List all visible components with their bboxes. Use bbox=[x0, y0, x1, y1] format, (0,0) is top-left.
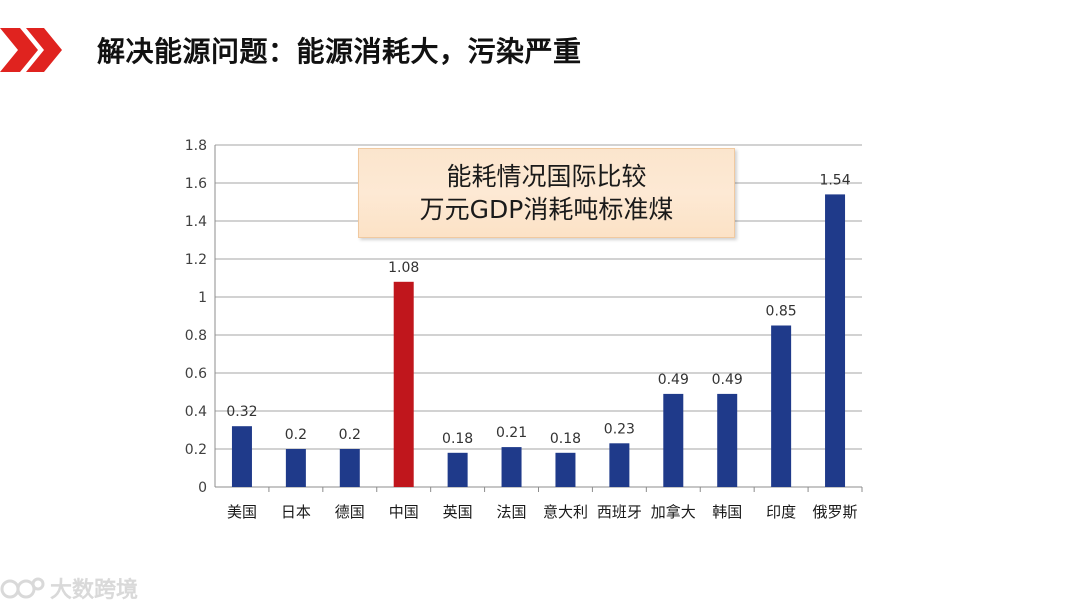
chart-title-line-1: 能耗情况国际比较 bbox=[446, 162, 647, 191]
x-tick-label: 中国 bbox=[389, 503, 419, 521]
data-label: 0.32 bbox=[226, 404, 257, 420]
bar bbox=[285, 449, 306, 487]
x-tick-label: 英国 bbox=[443, 503, 473, 521]
page-title: 解决能源问题：能源消耗大，污染严重 bbox=[97, 35, 582, 68]
x-tick-label: 俄罗斯 bbox=[813, 503, 858, 521]
x-tick-label: 印度 bbox=[766, 503, 796, 521]
data-label: 0.85 bbox=[766, 304, 797, 320]
data-label: 1.08 bbox=[388, 260, 419, 276]
data-label: 0.21 bbox=[496, 425, 527, 441]
chart-title-box: 能耗情况国际比较 万元GDP消耗吨标准煤 bbox=[358, 148, 735, 238]
y-tick-label: 0 bbox=[198, 480, 207, 496]
x-tick-label: 德国 bbox=[335, 503, 365, 521]
header-chevron-icon bbox=[0, 28, 62, 72]
bar bbox=[825, 194, 846, 487]
x-tick-label: 西班牙 bbox=[597, 503, 642, 521]
y-tick-label: 1.2 bbox=[185, 252, 207, 268]
x-tick-label: 意大利 bbox=[543, 503, 588, 521]
x-tick-label: 日本 bbox=[281, 503, 311, 521]
watermark: 大数跨境 bbox=[0, 572, 138, 604]
data-label: 0.49 bbox=[658, 372, 689, 388]
y-tick-label: 1.8 bbox=[185, 138, 207, 154]
bar bbox=[231, 426, 252, 487]
data-label: 1.54 bbox=[819, 172, 850, 188]
y-tick-label: 0.2 bbox=[185, 442, 207, 458]
bar bbox=[555, 452, 576, 487]
data-label: 0.2 bbox=[285, 427, 307, 443]
data-label: 0.23 bbox=[604, 421, 635, 437]
x-tick-label: 美国 bbox=[227, 503, 257, 521]
y-tick-label: 0.6 bbox=[185, 366, 207, 382]
bar bbox=[447, 452, 468, 487]
bar bbox=[717, 393, 738, 487]
y-tick-label: 0.8 bbox=[185, 328, 207, 344]
chart-title-line-2: 万元GDP消耗吨标准煤 bbox=[419, 195, 674, 224]
x-tick-label: 法国 bbox=[497, 503, 527, 521]
bar bbox=[501, 447, 522, 487]
bar bbox=[609, 443, 630, 487]
data-label: 0.2 bbox=[339, 427, 361, 443]
data-label: 0.49 bbox=[712, 372, 743, 388]
brand-logo-icon bbox=[0, 577, 45, 599]
x-tick-label: 加拿大 bbox=[651, 503, 696, 521]
data-label: 0.18 bbox=[550, 431, 581, 447]
y-tick-label: 1.4 bbox=[185, 214, 207, 230]
bar bbox=[663, 393, 684, 487]
watermark-text: 大数跨境 bbox=[50, 578, 139, 603]
y-tick-label: 1 bbox=[198, 290, 207, 306]
x-tick-label: 韩国 bbox=[712, 503, 742, 521]
y-tick-label: 1.6 bbox=[185, 176, 207, 192]
y-tick-label: 0.4 bbox=[185, 404, 207, 420]
data-label: 0.18 bbox=[442, 431, 473, 447]
bar bbox=[339, 449, 360, 487]
bar bbox=[771, 325, 792, 487]
bar bbox=[393, 281, 414, 487]
